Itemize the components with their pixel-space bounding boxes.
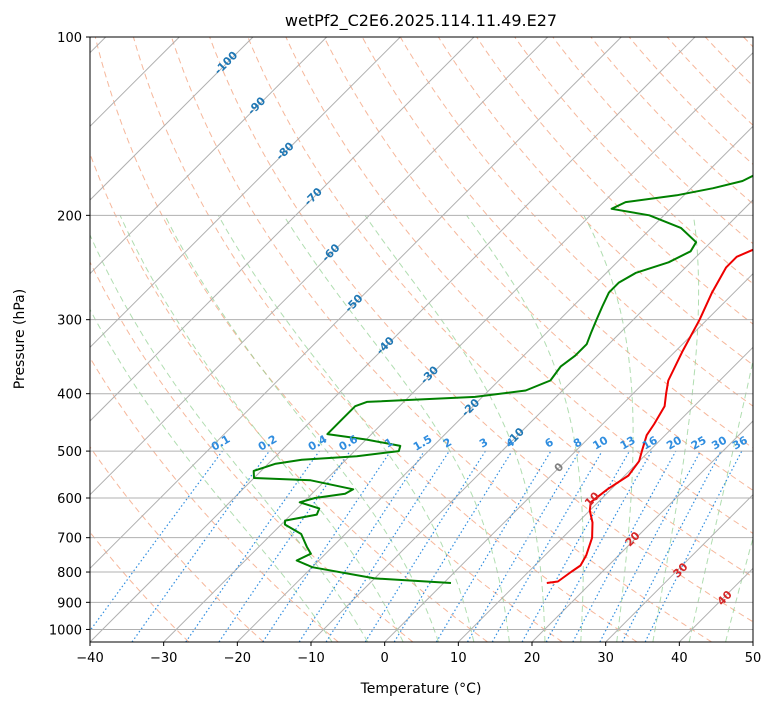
plot-frame bbox=[89, 36, 754, 643]
isotherm bbox=[457, 346, 753, 642]
dry-adiabat bbox=[132, 37, 638, 642]
x-tick-label: 30 bbox=[597, 651, 614, 666]
y-tick-label: 200 bbox=[57, 209, 82, 224]
mixing-ratio-line bbox=[90, 450, 223, 632]
y-tick-label: 400 bbox=[57, 388, 82, 403]
y-tick-label: 1000 bbox=[49, 623, 82, 638]
y-tick-label: 300 bbox=[57, 314, 82, 329]
y-axis-label: Pressure (hPa) bbox=[12, 289, 28, 389]
isotherm bbox=[163, 51, 753, 642]
x-tick-label: 50 bbox=[745, 651, 762, 666]
isotherm bbox=[384, 272, 753, 642]
y-tick-label: 900 bbox=[57, 596, 82, 611]
mixing-ratio-line bbox=[572, 450, 677, 642]
moist-adiabat bbox=[164, 215, 439, 642]
dry-adiabat bbox=[285, 37, 753, 535]
moist-adiabat bbox=[466, 215, 584, 642]
mixing-ratio-line bbox=[298, 450, 425, 642]
isotherm bbox=[90, 37, 622, 570]
isotherm bbox=[531, 420, 753, 642]
dry-adiabat bbox=[323, 37, 753, 491]
mixing-ratio-line bbox=[545, 450, 653, 642]
isotherm bbox=[236, 125, 753, 642]
mixing-ratio-line bbox=[262, 450, 392, 642]
isotherm bbox=[90, 37, 696, 642]
isotherm bbox=[605, 493, 753, 642]
moist-adiabat bbox=[119, 215, 404, 642]
x-tick-label: 0 bbox=[381, 651, 389, 666]
y-tick-label: 800 bbox=[57, 566, 82, 581]
dry-adiabat bbox=[94, 37, 563, 642]
y-tick-label: 100 bbox=[57, 31, 82, 46]
moist-adiabat bbox=[652, 215, 700, 642]
x-axis-label: Temperature (°C) bbox=[360, 681, 482, 697]
dry-adiabat bbox=[90, 356, 339, 642]
x-tick-label: 40 bbox=[671, 651, 688, 666]
moist-adiabat bbox=[90, 308, 333, 642]
dry-adiabat bbox=[514, 37, 753, 285]
mixing-ratio-line bbox=[644, 450, 743, 642]
mixing-ratio-line bbox=[185, 450, 320, 642]
temperature-profile bbox=[546, 248, 753, 584]
isotherm bbox=[90, 37, 475, 422]
isotherm bbox=[90, 37, 401, 349]
y-tick-label: 500 bbox=[57, 445, 82, 460]
moist-adiabat bbox=[283, 215, 510, 642]
dry-adiabat bbox=[247, 37, 753, 578]
y-tick-label: 700 bbox=[57, 532, 82, 547]
isotherm bbox=[90, 37, 328, 275]
isotherm bbox=[90, 37, 549, 496]
isotherm bbox=[310, 199, 753, 642]
dry-adiabat bbox=[476, 37, 753, 325]
moist-adiabat bbox=[583, 215, 634, 642]
y-tick-label: 600 bbox=[57, 492, 82, 507]
mixing-ratio-line bbox=[325, 450, 450, 642]
mixing-ratio-line bbox=[393, 450, 513, 642]
x-tick-label: −20 bbox=[224, 651, 251, 666]
mixing-ratio-line bbox=[521, 450, 631, 642]
x-tick-label: 10 bbox=[450, 651, 467, 666]
dry-adiabat bbox=[171, 37, 712, 642]
dewpoint-profile bbox=[252, 174, 753, 584]
x-tick-label: −40 bbox=[76, 651, 103, 666]
x-tick-label: −10 bbox=[297, 651, 324, 666]
dry-adiabat bbox=[209, 37, 753, 623]
isotherm bbox=[90, 37, 254, 201]
mixing-ratio-line bbox=[131, 450, 270, 642]
moist-adiabat bbox=[217, 215, 475, 642]
moist-adiabat bbox=[90, 233, 369, 642]
chart-title: wetPf2_C2E6.2025.114.11.49.E27 bbox=[285, 11, 557, 31]
dry-adiabat bbox=[90, 446, 264, 642]
dry-adiabat bbox=[90, 260, 414, 642]
moist-adiabat bbox=[364, 215, 546, 642]
mixing-ratio-line bbox=[218, 450, 351, 642]
x-tick-label: 20 bbox=[524, 651, 541, 666]
x-tick-label: −30 bbox=[150, 651, 177, 666]
